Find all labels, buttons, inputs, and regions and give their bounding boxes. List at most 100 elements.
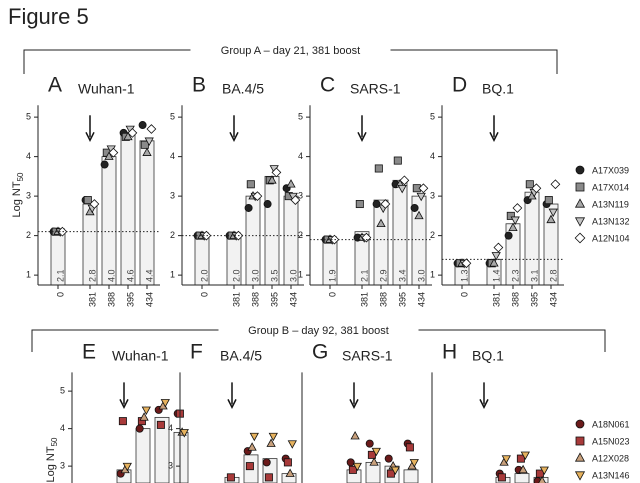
x-tick-label: 381 — [231, 292, 241, 307]
point — [57, 226, 68, 237]
point — [352, 462, 362, 472]
plot-area — [116, 399, 189, 483]
bar — [135, 428, 151, 483]
legend-marker — [574, 471, 586, 481]
point — [361, 232, 372, 243]
point — [501, 455, 511, 464]
point — [367, 450, 376, 459]
point — [252, 191, 263, 202]
y-tick-label: 1 — [170, 270, 175, 280]
legend-marker — [574, 217, 586, 227]
y-tick-label: 5 — [60, 386, 65, 396]
boost-arrow-head — [119, 399, 129, 410]
bar — [403, 469, 419, 483]
x-tick-label: 0 — [459, 292, 469, 297]
point — [544, 196, 553, 205]
point — [531, 183, 542, 194]
y-axis-label-main: Log NT — [11, 181, 23, 217]
point — [287, 440, 297, 449]
point — [518, 464, 528, 474]
point — [506, 211, 515, 220]
x-tick-label: 388 — [106, 292, 116, 307]
point — [135, 424, 144, 433]
point — [497, 473, 506, 482]
legend-marker — [575, 165, 585, 175]
x-tick-label: 434 — [548, 292, 558, 307]
y-tick-label: 4 — [430, 151, 435, 161]
point — [350, 430, 360, 440]
legend-label: A17X039 — [592, 166, 629, 176]
point — [550, 179, 561, 190]
point — [416, 192, 426, 202]
point — [139, 412, 149, 421]
y-tick-label: 2 — [298, 230, 303, 240]
legend-marker — [575, 182, 585, 192]
point — [493, 242, 504, 253]
bar — [514, 473, 530, 483]
boost-arrow-head — [349, 399, 359, 410]
point — [369, 457, 379, 466]
point — [414, 210, 424, 220]
point — [386, 469, 395, 478]
plot-area: 2.1 2.8 4.0 4.6 4.4 — [49, 121, 157, 286]
x-tick-label: 388 — [378, 292, 388, 307]
y-tick-label: 4 — [168, 423, 173, 433]
legend-label: A12N104 — [592, 234, 630, 244]
point — [489, 258, 499, 267]
legend-label: A18N061 — [592, 420, 630, 430]
panel: 2.0 2.0 3.0 3.5 3.0 B BA.4/5 1 2 3 4 5 0 381 388 395 434 — [170, 73, 304, 307]
x-tick-label: 388 — [250, 292, 260, 307]
value-label: 2.9 — [378, 269, 388, 282]
x-tick-label: 388 — [510, 292, 520, 307]
point — [409, 459, 419, 468]
y-tick-label: 1 — [298, 270, 303, 280]
x-tick-label: 434 — [144, 292, 154, 307]
value-label: 2.8 — [548, 269, 558, 282]
value-label: 4.6 — [125, 269, 135, 282]
point — [283, 458, 292, 467]
panel-letter: F — [190, 340, 203, 363]
value-label: 1.3 — [459, 269, 469, 282]
value-label: 1.4 — [491, 269, 501, 282]
panel-letter: G — [312, 340, 328, 363]
legend-label: A13N146 — [592, 471, 630, 481]
point — [201, 230, 212, 241]
point — [491, 252, 501, 261]
point — [410, 203, 419, 212]
x-tick-label: 395 — [125, 292, 135, 307]
legend-marker — [574, 232, 586, 244]
point — [548, 208, 558, 218]
panel-title: BA.4/5 — [220, 347, 262, 363]
y-tick-label: 5 — [170, 112, 175, 122]
legend-label: A17X014 — [592, 183, 629, 193]
point — [461, 258, 472, 269]
group-label: Group B – day 92, 381 boost — [248, 325, 389, 337]
point — [290, 195, 301, 205]
y-axis-label-main: Log NT — [45, 446, 57, 482]
panel: 2.1 2.8 4.0 4.6 4.4 A Wuhan-1 1 2 3 4 5 Log NT50 0 381… — [11, 73, 160, 307]
panel-letter: D — [452, 73, 467, 96]
value-label: 2.0 — [231, 269, 241, 282]
value-label: 3.0 — [416, 269, 426, 282]
bar — [173, 431, 189, 483]
x-tick-label: 395 — [529, 292, 539, 307]
boost-arrow-head — [479, 399, 489, 410]
legend-label: A12X028 — [592, 454, 629, 464]
bar — [392, 179, 408, 286]
y-tick-label: 5 — [298, 112, 303, 122]
x-tick-label: 0 — [327, 292, 337, 297]
legend-label: A13N119 — [592, 200, 629, 210]
boost-arrow-head — [229, 131, 239, 142]
value-label: 2.0 — [199, 269, 209, 282]
point — [380, 199, 391, 209]
y-axis-label: Log NT50 — [11, 172, 25, 218]
value-label: 2.1 — [55, 269, 65, 282]
panel: G SARS-1 — [301, 340, 419, 483]
y-tick-label: 4 — [298, 151, 303, 161]
y-tick-label: 3 — [26, 191, 31, 201]
point — [397, 184, 407, 194]
point — [263, 200, 272, 209]
value-label: 3.0 — [288, 269, 298, 282]
point — [405, 443, 414, 452]
y-axis-label-sub: 50 — [50, 437, 59, 446]
